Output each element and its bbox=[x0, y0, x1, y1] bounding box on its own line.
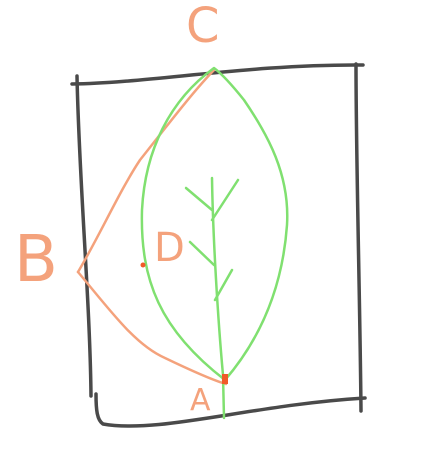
leaf-midrib bbox=[210, 176, 226, 420]
outline-b-to-a bbox=[76, 270, 228, 386]
frame-right-edge bbox=[354, 62, 363, 413]
label-c: C bbox=[186, 0, 220, 54]
leaf-vein bbox=[210, 178, 240, 222]
leaf-vein bbox=[184, 186, 214, 212]
label-b: B bbox=[14, 223, 58, 297]
leaf-vein bbox=[188, 240, 216, 267]
label-a: A bbox=[190, 383, 211, 418]
frame-bottom-edge bbox=[94, 392, 367, 428]
leaf-vein bbox=[213, 268, 234, 302]
frame-top-edge bbox=[70, 63, 365, 86]
marker-point-a bbox=[222, 374, 228, 384]
marker-point-d bbox=[140, 262, 146, 268]
leaf-outline bbox=[140, 66, 289, 382]
outline-c-to-b bbox=[76, 68, 216, 274]
frame-left-edge bbox=[75, 74, 93, 398]
label-d: D bbox=[154, 225, 185, 271]
